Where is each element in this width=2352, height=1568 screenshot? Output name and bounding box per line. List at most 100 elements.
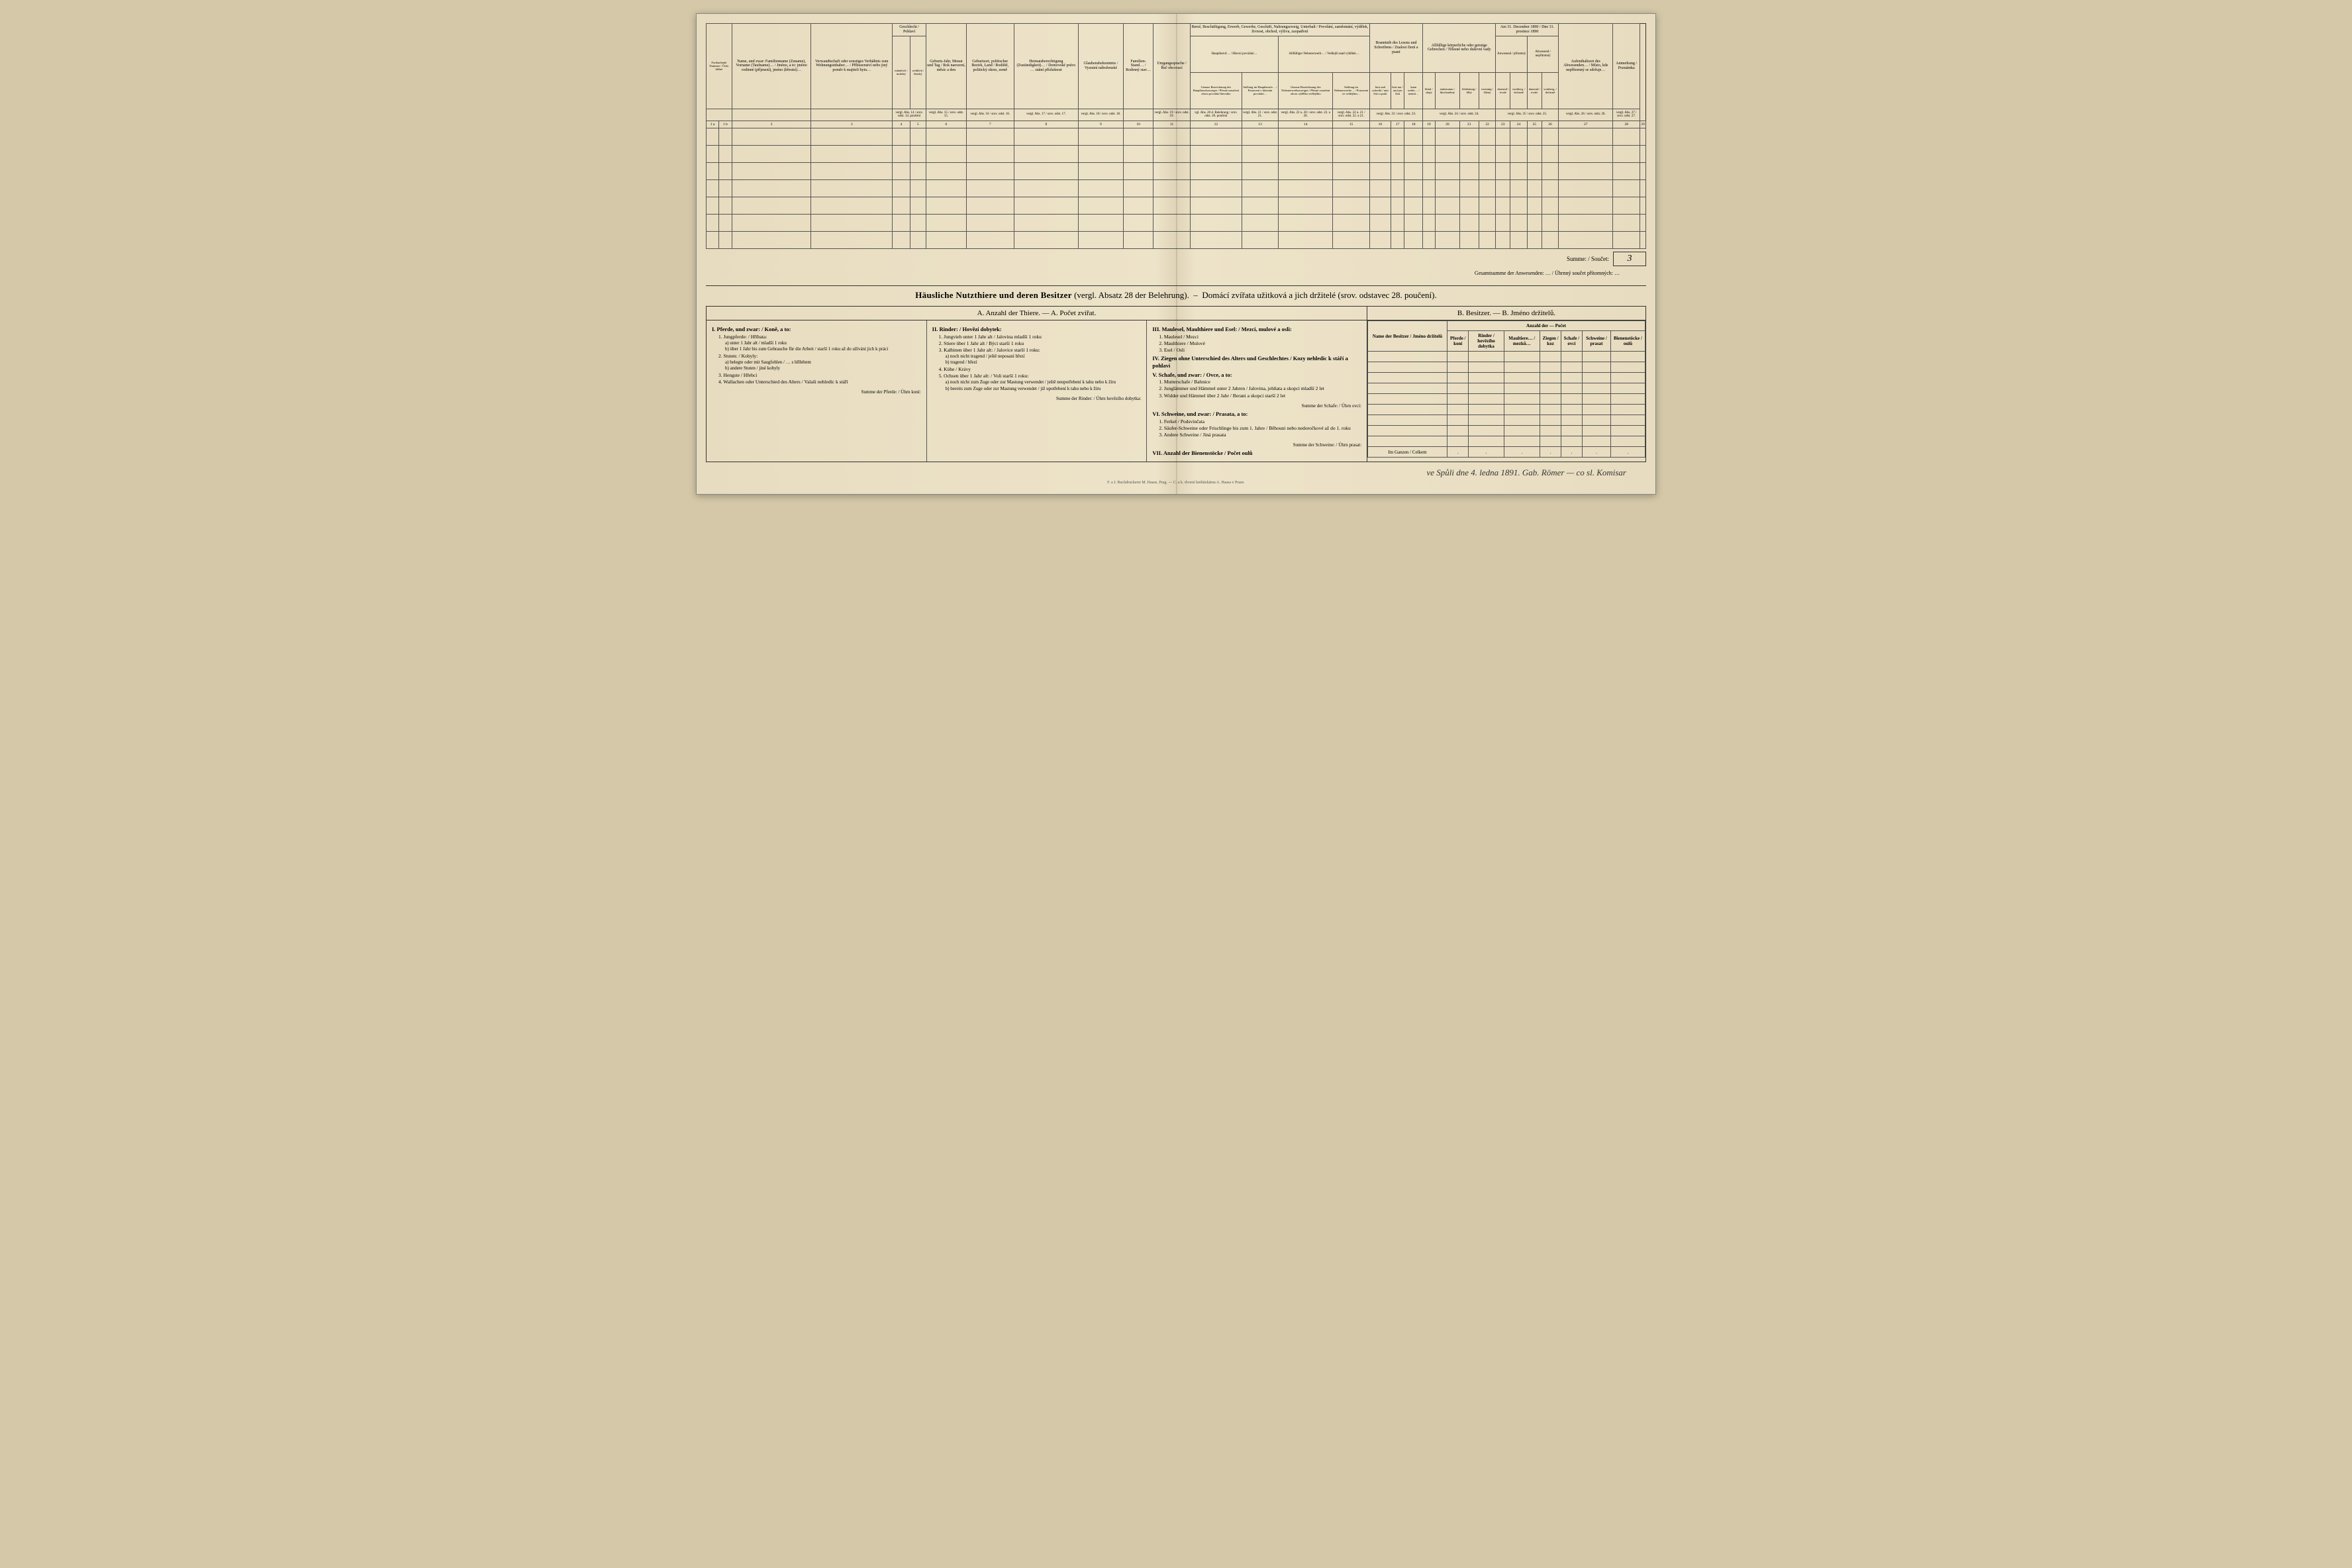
b-tot-c: . <box>1540 447 1561 458</box>
livestock-group: VII. Anzahl der Bienenstöcke / Počet oul… <box>1152 450 1361 457</box>
owner-cell <box>1504 436 1540 447</box>
data-cell <box>1613 163 1640 180</box>
data-cell <box>910 163 926 180</box>
ref-10 <box>1123 109 1153 121</box>
owner-cell <box>1504 405 1540 415</box>
owner-cell <box>1582 426 1610 436</box>
data-cell <box>1391 232 1404 249</box>
data-cell <box>1422 197 1435 215</box>
data-cell <box>910 197 926 215</box>
colnum-cell: 9 <box>1078 121 1123 128</box>
owner-cell <box>1582 436 1610 447</box>
owner-cell <box>1447 426 1469 436</box>
data-cell <box>1333 232 1370 249</box>
data-cell <box>1527 146 1542 163</box>
hdr-h2: Stellung im Hauptberufe… / Postavení v h… <box>1242 72 1279 109</box>
ref-11: vergl. Abs. 19 / srov. odst. 19. <box>1153 109 1191 121</box>
data-cell <box>1479 163 1496 180</box>
data-cell <box>1459 146 1479 163</box>
owner-cell <box>1582 394 1610 405</box>
data-cell <box>1479 128 1496 146</box>
data-cell <box>732 146 811 163</box>
data-cell <box>1559 128 1613 146</box>
data-cell <box>732 180 811 197</box>
owner-cell <box>1540 352 1561 362</box>
owner-cell <box>1469 415 1504 426</box>
livestock-item: 1. Jungpferde: / Hříbata: <box>718 334 921 340</box>
data-cell <box>1640 215 1646 232</box>
owner-cell <box>1368 426 1447 436</box>
owner-cell <box>1540 436 1561 447</box>
data-cell <box>966 215 1014 232</box>
hdr-lit-0: liest und schreibt / umí čísti a psáti <box>1369 72 1391 109</box>
ref-2 <box>732 109 811 121</box>
owner-row <box>1368 426 1645 436</box>
data-cell <box>1479 215 1496 232</box>
data-cell <box>1242 180 1279 197</box>
data-cell <box>966 197 1014 215</box>
owner-row <box>1368 415 1645 426</box>
data-cell <box>811 163 893 180</box>
data-cell <box>966 232 1014 249</box>
data-cell <box>1613 197 1640 215</box>
data-cell <box>1479 197 1496 215</box>
owner-cell <box>1447 362 1469 373</box>
data-cell <box>1559 197 1613 215</box>
data-cell <box>1496 197 1510 215</box>
hdr-religion: Glaubensbekenntnis / Vyznání náboženské <box>1078 24 1123 109</box>
data-cell <box>1435 232 1459 249</box>
data-cell <box>1459 197 1479 215</box>
owner-cell <box>1447 373 1469 383</box>
data-cell <box>1435 215 1459 232</box>
owner-cell <box>1368 436 1447 447</box>
data-cell <box>1542 180 1559 197</box>
livestock-item: 3. Andere Schweine / Jiná prasata <box>1159 432 1361 438</box>
owner-cell <box>1611 405 1645 415</box>
data-cell <box>1435 163 1459 180</box>
owner-cell <box>1611 415 1645 426</box>
data-cell <box>1613 180 1640 197</box>
colnum-cell: 8 <box>1014 121 1078 128</box>
owner-cell <box>1368 394 1447 405</box>
b-title: B. Besitzer. — B. Jméno držitelů. <box>1367 307 1645 320</box>
data-cell <box>719 163 732 180</box>
data-cell <box>732 215 811 232</box>
ref-8: vergl. Abs. 17 / srov. odst. 17. <box>1014 109 1078 121</box>
data-cell <box>1279 215 1333 232</box>
data-cell <box>811 128 893 146</box>
colnum-cell: 14 <box>1279 121 1333 128</box>
data-cell <box>926 128 967 146</box>
a-title: A. Anzahl der Thiere. — A. Počet zvířat. <box>707 307 1367 320</box>
hdr-abs-v: vorüberg. / dočasně <box>1542 72 1559 109</box>
colnum-cell: 26 <box>1542 121 1559 128</box>
owner-cell <box>1504 352 1540 362</box>
livestock-item: a) unter 1 Jahr alt / mladší 1 roku <box>725 340 921 346</box>
owners-table: Name der Besitzer / Jméno držitelů Anzah… <box>1367 320 1645 458</box>
data-cell <box>1123 215 1153 232</box>
data-cell <box>707 128 719 146</box>
data-cell <box>1404 197 1423 215</box>
a1-header: I. Pferde, und zwar: / Koně, a to: <box>712 326 921 333</box>
owner-cell <box>1611 394 1645 405</box>
data-cell <box>1435 197 1459 215</box>
section-a: A. Anzahl der Thiere. — A. Počet zvířat.… <box>707 307 1367 462</box>
ref-lit: vergl. Abs. 23 / srov. odst. 23. <box>1369 109 1422 121</box>
hdr-def-0: blind / slepý <box>1422 72 1435 109</box>
data-cell <box>1333 197 1370 215</box>
data-cell <box>719 215 732 232</box>
data-cell <box>1510 232 1528 249</box>
data-cell <box>1459 215 1479 232</box>
livestock-item: 3. Hengste / Hřebci <box>718 372 921 379</box>
data-cell <box>1613 232 1640 249</box>
data-cell <box>1078 215 1123 232</box>
colnum-cell: 13 <box>1242 121 1279 128</box>
data-cell <box>1153 197 1191 215</box>
owner-cell <box>1582 383 1610 394</box>
data-cell <box>707 163 719 180</box>
owner-cell <box>1561 394 1582 405</box>
livestock-item: a) noch nicht tragend / ještě neposaní b… <box>946 354 1142 360</box>
data-cell <box>1190 146 1242 163</box>
hdr-def-2: blödsinnig / blbý <box>1459 72 1479 109</box>
owner-cell <box>1469 373 1504 383</box>
owner-cell <box>1540 383 1561 394</box>
